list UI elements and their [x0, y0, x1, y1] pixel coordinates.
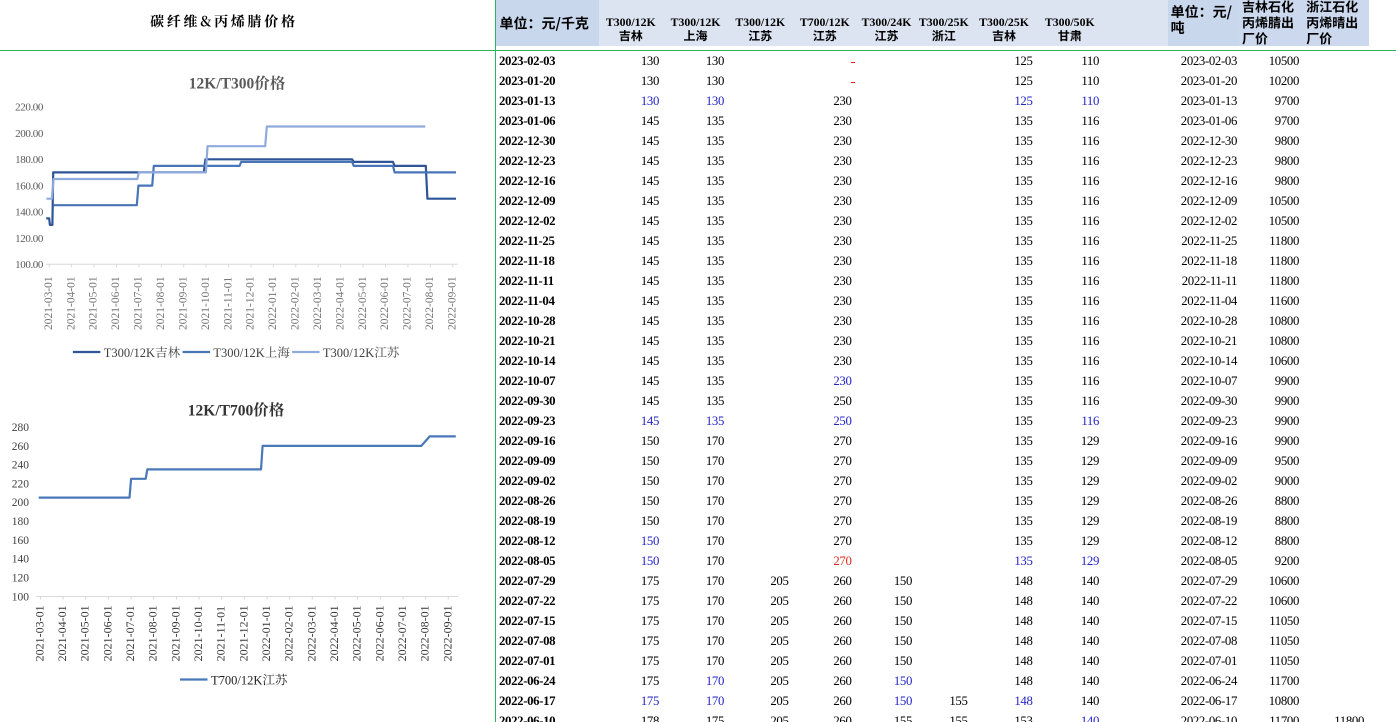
svg-text:T300/12K: T300/12K [213, 346, 264, 360]
svg-text:T700/12K: T700/12K [211, 673, 262, 687]
svg-text:2022-03-01: 2022-03-01 [312, 276, 324, 330]
svg-text:240: 240 [12, 460, 30, 472]
svg-text:180.00: 180.00 [15, 154, 44, 166]
svg-text:2021-08-01: 2021-08-01 [146, 605, 160, 661]
svg-text:2021-07-01: 2021-07-01 [133, 276, 145, 330]
svg-text:2022-07-01: 2022-07-01 [402, 276, 414, 330]
svg-text:2022-08-01: 2022-08-01 [418, 605, 432, 661]
svg-text:2022-05-01: 2022-05-01 [350, 605, 364, 661]
svg-text:2022-01-01: 2022-01-01 [259, 605, 273, 661]
svg-text:140.00: 140.00 [15, 207, 44, 219]
svg-text:T300/12K: T300/12K [104, 346, 155, 360]
svg-text:100.00: 100.00 [15, 259, 44, 271]
svg-text:100: 100 [12, 591, 30, 603]
svg-text:2022-09-01: 2022-09-01 [447, 276, 459, 330]
svg-text:200.00: 200.00 [15, 128, 44, 140]
svg-text:2021-04-01: 2021-04-01 [65, 276, 77, 330]
svg-text:2022-01-01: 2022-01-01 [267, 276, 279, 330]
svg-text:2022-07-01: 2022-07-01 [395, 605, 409, 661]
svg-text:2021-06-01: 2021-06-01 [110, 276, 122, 330]
svg-text:120: 120 [12, 573, 30, 585]
svg-text:2022-04-01: 2022-04-01 [334, 276, 346, 330]
svg-text:T300/12K: T300/12K [323, 346, 374, 360]
svg-text:220.00: 220.00 [15, 102, 44, 114]
svg-text:2021-10-01: 2021-10-01 [191, 605, 205, 661]
svg-text:2022-02-01: 2022-02-01 [282, 605, 296, 661]
svg-text:12K/T700: 12K/T700 [188, 402, 254, 419]
svg-text:2021-12-01: 2021-12-01 [236, 605, 250, 661]
svg-text:2022-06-01: 2022-06-01 [372, 605, 386, 661]
svg-text:2021-08-01: 2021-08-01 [155, 276, 167, 330]
svg-text:2021-05-01: 2021-05-01 [78, 605, 92, 661]
svg-text:160.00: 160.00 [15, 181, 44, 193]
svg-text:2021-09-01: 2021-09-01 [168, 605, 182, 661]
svg-text:2022-06-01: 2022-06-01 [379, 276, 391, 330]
svg-text:2021-03-01: 2021-03-01 [32, 605, 46, 661]
svg-text:2021-10-01: 2021-10-01 [200, 276, 212, 330]
svg-text:2021-11-01: 2021-11-01 [214, 606, 228, 662]
svg-text:2021-04-01: 2021-04-01 [55, 605, 69, 661]
svg-text:220: 220 [12, 478, 30, 490]
svg-text:2021-07-01: 2021-07-01 [123, 605, 137, 661]
svg-text:2021-03-01: 2021-03-01 [43, 276, 55, 330]
svg-text:2021-09-01: 2021-09-01 [177, 276, 189, 330]
svg-text:2022-05-01: 2022-05-01 [357, 276, 369, 330]
svg-text:120.00: 120.00 [15, 233, 44, 245]
svg-text:2022-03-01: 2022-03-01 [304, 605, 318, 661]
svg-text:12K/T300: 12K/T300 [189, 76, 255, 93]
svg-text:2022-04-01: 2022-04-01 [327, 605, 341, 661]
svg-text:2021-11-01: 2021-11-01 [222, 277, 234, 330]
svg-text:2022-08-01: 2022-08-01 [424, 276, 436, 330]
svg-text:2022-09-01: 2022-09-01 [440, 605, 454, 661]
svg-text:160: 160 [12, 535, 30, 547]
svg-text:180: 180 [12, 516, 30, 528]
svg-text:2021-06-01: 2021-06-01 [100, 605, 114, 661]
svg-text:2021-05-01: 2021-05-01 [88, 276, 100, 330]
svg-text:140: 140 [12, 554, 30, 566]
svg-text:2021-12-01: 2021-12-01 [245, 276, 257, 330]
svg-text:200: 200 [12, 497, 30, 509]
svg-text:280: 280 [12, 422, 30, 434]
svg-text:2022-02-01: 2022-02-01 [290, 276, 302, 330]
svg-text:260: 260 [12, 441, 30, 453]
